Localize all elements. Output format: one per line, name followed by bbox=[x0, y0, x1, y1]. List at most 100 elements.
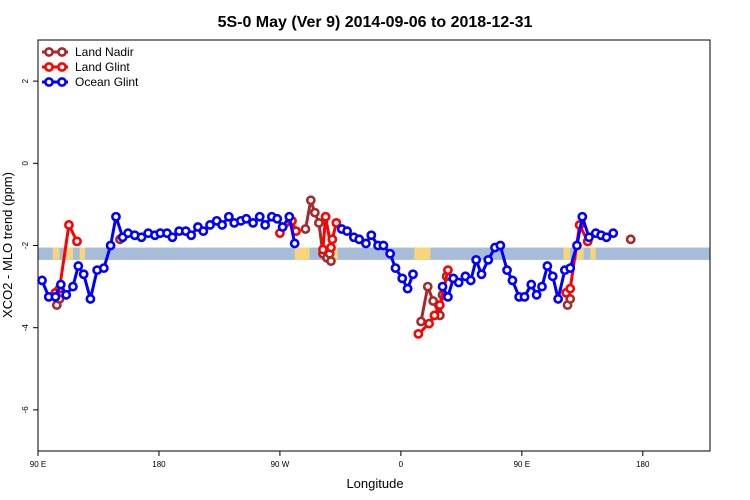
y-tick-label: -2 bbox=[21, 241, 30, 249]
data-point bbox=[284, 211, 295, 222]
data-point bbox=[584, 232, 594, 243]
ocean-land-band bbox=[38, 247, 710, 260]
data-point bbox=[313, 217, 324, 228]
land-band-segment bbox=[414, 247, 431, 260]
data-point bbox=[402, 283, 413, 294]
data-point bbox=[37, 275, 47, 286]
land-band-segment bbox=[66, 247, 73, 260]
data-point bbox=[502, 265, 512, 276]
data-point bbox=[542, 261, 553, 271]
land-band-segment bbox=[79, 247, 86, 260]
land-band-segment bbox=[590, 247, 596, 260]
legend-marker bbox=[57, 62, 67, 72]
data-point bbox=[198, 226, 209, 237]
data-point bbox=[413, 328, 424, 339]
data-point bbox=[136, 232, 147, 243]
legend-item: Land Nadir bbox=[42, 45, 134, 59]
data-point bbox=[50, 291, 61, 302]
data-point bbox=[495, 240, 506, 251]
data-point bbox=[277, 222, 288, 232]
x-tick-label: 90 E bbox=[30, 460, 46, 469]
data-point bbox=[483, 254, 494, 265]
data-point bbox=[342, 226, 353, 237]
data-point bbox=[443, 265, 453, 276]
data-point bbox=[531, 289, 542, 300]
legend-label: Land Glint bbox=[75, 60, 130, 74]
data-point bbox=[390, 263, 401, 274]
legend-item: Ocean Glint bbox=[42, 75, 139, 89]
land-band-segment bbox=[294, 247, 310, 260]
land-band-segment bbox=[563, 247, 571, 260]
chart-title: 5S-0 May (Ver 9) 2014-09-06 to 2018-12-3… bbox=[218, 14, 533, 31]
x-tick-label: 180 bbox=[152, 460, 166, 469]
data-point bbox=[205, 220, 215, 230]
legend-marker bbox=[57, 47, 67, 57]
data-point bbox=[72, 236, 82, 247]
y-tick-label: 2 bbox=[21, 78, 30, 83]
data-point bbox=[223, 211, 234, 222]
data-point bbox=[378, 240, 389, 251]
data-point bbox=[254, 211, 265, 222]
data-point bbox=[55, 279, 66, 290]
data-point bbox=[326, 242, 336, 253]
legend-marker bbox=[44, 77, 54, 87]
y-axis-label: XCO2 - MLO trend (ppm) bbox=[0, 172, 15, 318]
data-point bbox=[272, 213, 283, 224]
data-point bbox=[105, 240, 116, 251]
data-point bbox=[434, 300, 445, 310]
data-point bbox=[318, 244, 328, 255]
data-point bbox=[443, 291, 453, 302]
data-point bbox=[437, 281, 448, 292]
data-point bbox=[453, 277, 464, 288]
x-tick-label: 90 W bbox=[271, 460, 290, 469]
data-point bbox=[408, 269, 418, 280]
data-point bbox=[565, 283, 576, 294]
data-point bbox=[327, 234, 338, 245]
data-point bbox=[385, 248, 396, 259]
data-point bbox=[471, 254, 482, 265]
data-point bbox=[248, 217, 258, 228]
y-tick-label: 0 bbox=[21, 161, 30, 166]
land-band-segment bbox=[52, 247, 60, 260]
legend-marker bbox=[57, 77, 67, 87]
y-tick-label: -6 bbox=[21, 406, 30, 414]
data-point bbox=[300, 224, 311, 234]
data-point bbox=[428, 296, 439, 306]
data-point bbox=[309, 207, 320, 218]
legend-label: Ocean Glint bbox=[75, 75, 139, 89]
data-point bbox=[326, 256, 336, 267]
x-tick-label: 90 E bbox=[514, 460, 530, 469]
data-point bbox=[354, 234, 365, 245]
data-point bbox=[85, 294, 96, 304]
data-point bbox=[577, 211, 588, 222]
x-tick-label: 180 bbox=[636, 460, 650, 469]
data-point bbox=[361, 238, 371, 249]
data-point bbox=[526, 279, 537, 290]
data-point bbox=[167, 232, 178, 243]
data-point bbox=[507, 275, 518, 286]
data-point bbox=[553, 294, 564, 304]
data-point bbox=[422, 281, 433, 292]
data-point bbox=[625, 234, 636, 245]
legend-marker bbox=[44, 62, 54, 72]
data-point bbox=[260, 220, 271, 230]
data-point bbox=[331, 217, 342, 228]
series-ocean-glint bbox=[37, 211, 619, 304]
data-point bbox=[64, 220, 74, 230]
ocean-band bbox=[38, 247, 710, 260]
x-axis-label: Longitude bbox=[346, 476, 403, 491]
data-point bbox=[320, 211, 331, 222]
x-tick-label: 0 bbox=[399, 460, 404, 469]
legend-item: Land Glint bbox=[42, 60, 130, 74]
data-point bbox=[537, 281, 547, 292]
data-point bbox=[61, 289, 72, 300]
data-point bbox=[547, 271, 558, 282]
land-band-segment bbox=[576, 247, 584, 260]
legend-marker bbox=[44, 47, 54, 57]
series-land-nadir bbox=[51, 195, 636, 327]
data-point bbox=[416, 316, 426, 327]
data-point bbox=[476, 269, 487, 280]
data-point bbox=[73, 261, 84, 271]
